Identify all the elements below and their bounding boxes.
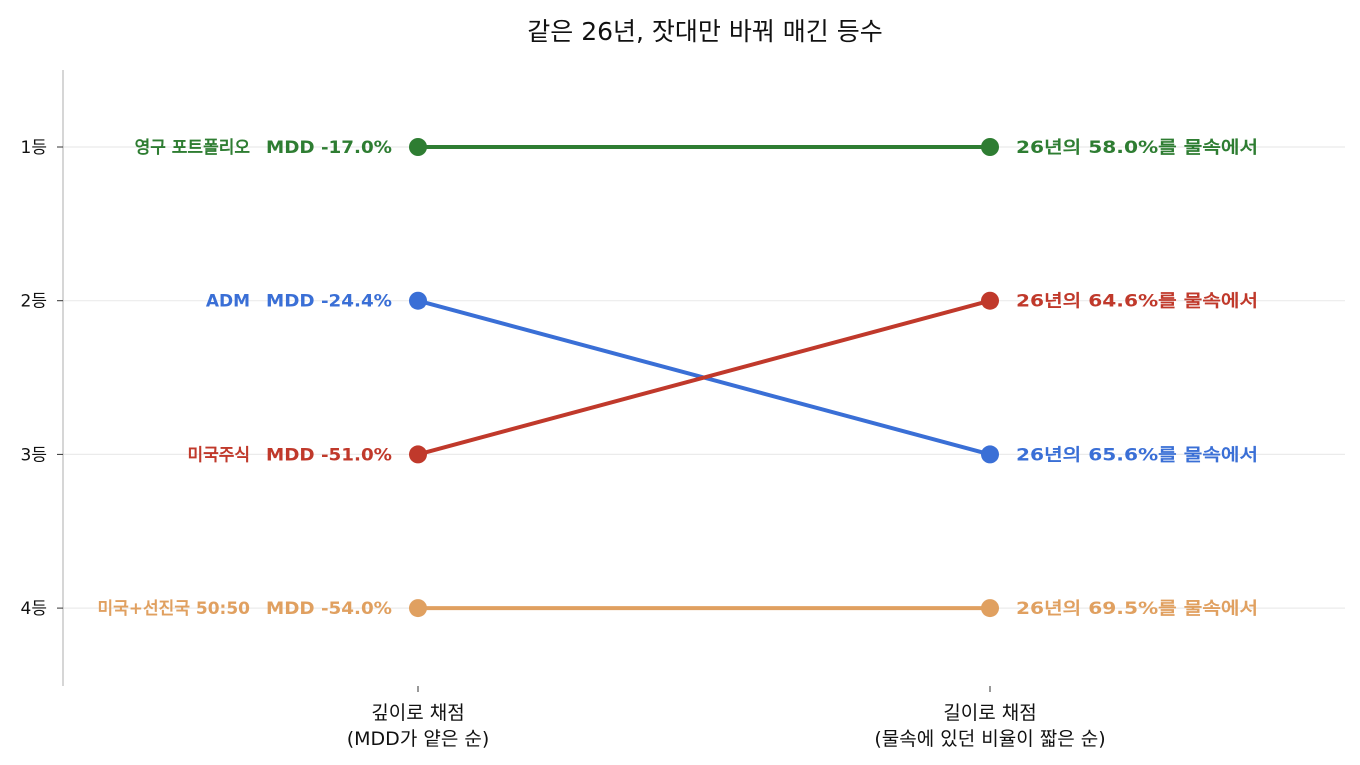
series-name-label: 미국주식 — [187, 445, 250, 465]
y-tick-label: 4등 — [21, 599, 47, 619]
series-underwater-label: 26년의 64.6%를 물속에서 — [1016, 292, 1258, 312]
x-axis-ticks: 깊이로 채점 (MDD가 얕은 순) 길이로 채점 (물속에 있던 비율이 짧은 순) — [347, 686, 1106, 750]
series-name-label: ADM — [206, 292, 250, 312]
y-axis-ticks: 1등 2등 3등 4등 — [21, 138, 63, 619]
chart-title: 같은 26년, 잣대만 바꿔 매긴 등수 — [527, 17, 883, 46]
x-tick-sublabel: (물속에 있던 비율이 짧은 순) — [874, 728, 1105, 750]
series-underwater-label: 26년의 65.6%를 물속에서 — [1016, 445, 1258, 465]
series-point-right — [981, 291, 999, 310]
y-tick-label: 3등 — [21, 445, 47, 465]
series-lines — [409, 138, 999, 618]
series-point-right — [981, 599, 999, 618]
series-underwater-label: 26년의 58.0%를 물속에서 — [1016, 138, 1258, 158]
series-underwater-label: 26년의 69.5%를 물속에서 — [1016, 599, 1258, 619]
series-name-label: 영구 포트폴리오 — [135, 138, 251, 158]
series-mdd-label: MDD -54.0% — [266, 599, 392, 619]
y-tick-label: 1등 — [21, 138, 47, 158]
series-line — [416, 298, 992, 457]
series-mdd-label: MDD -17.0% — [266, 138, 392, 158]
series-name-label: 미국+선진국 50:50 — [98, 599, 251, 619]
x-tick-label: 깊이로 채점 — [371, 702, 464, 724]
series-mdd-label: MDD -51.0% — [266, 445, 392, 465]
series-point-left — [409, 138, 427, 156]
series-labels: 영구 포트폴리오 MDD -17.0% 26년의 58.0%를 물속에서 ADM MDD… — [98, 138, 1258, 619]
series-point-right — [981, 138, 999, 156]
x-tick-sublabel: (MDD가 얕은 순) — [347, 728, 489, 750]
series-point-left — [409, 291, 427, 310]
y-tick-label: 2등 — [21, 292, 47, 312]
series-point-left — [409, 599, 427, 618]
series-point-left — [409, 445, 427, 464]
series-point-right — [981, 445, 999, 464]
series-mdd-label: MDD -24.4% — [266, 292, 392, 312]
x-tick-label: 길이로 채점 — [943, 702, 1036, 724]
